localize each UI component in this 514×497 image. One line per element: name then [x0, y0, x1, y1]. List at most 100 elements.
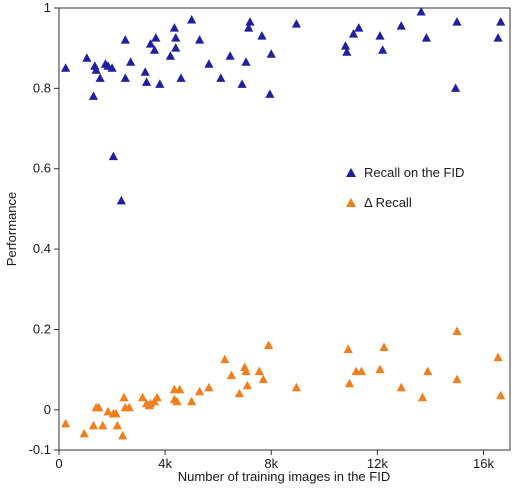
- delta-recall-point: [187, 396, 197, 406]
- recall-point: [342, 47, 352, 56]
- delta-recall-point: [124, 402, 134, 412]
- delta-recall-point: [226, 370, 237, 380]
- recall-point: [451, 83, 461, 92]
- recall-point: [340, 41, 351, 50]
- y-tick-label: 0.8: [33, 80, 51, 95]
- recall-point: [416, 7, 426, 16]
- delta-recall-point: [356, 366, 367, 376]
- delta-recall-point: [258, 374, 268, 384]
- recall-point: [120, 35, 130, 44]
- delta-recall-point: [344, 378, 355, 388]
- delta-recall-point: [423, 366, 433, 376]
- recall-point: [165, 51, 176, 60]
- delta-recall-point: [98, 420, 108, 430]
- y-tick-label: 0.2: [33, 321, 51, 336]
- delta-recall-point: [254, 366, 264, 376]
- recall-point: [169, 23, 180, 32]
- delta-recall-point: [111, 408, 121, 418]
- legend: Recall on the FID Δ Recall: [346, 165, 464, 210]
- recall-point: [244, 23, 254, 32]
- x-tick-label: 4k: [158, 456, 172, 471]
- recall-point: [493, 33, 503, 42]
- delta-recall-point: [379, 342, 389, 352]
- x-tick-label: 0: [55, 456, 62, 471]
- recall-point: [176, 73, 186, 82]
- y-tick-label: 0.4: [33, 241, 51, 256]
- delta-recall-point: [88, 420, 99, 430]
- delta-recall-point: [452, 326, 462, 335]
- delta-recall-point: [103, 406, 113, 416]
- recall-point: [95, 73, 105, 82]
- recall-point: [291, 19, 302, 28]
- recall-point: [237, 79, 247, 88]
- recall-point: [116, 195, 126, 205]
- x-tick-label: 16k: [473, 456, 494, 471]
- recall-point: [216, 73, 226, 82]
- recall-point: [225, 51, 235, 60]
- x-axis-title: Number of training images in the FID: [178, 469, 390, 484]
- recall-point: [91, 65, 101, 74]
- y-axis-title: Performance: [4, 192, 19, 266]
- delta-recall-point: [119, 392, 129, 402]
- recall-point: [265, 89, 275, 98]
- recall-point: [151, 33, 161, 42]
- recall-point: [108, 151, 118, 161]
- delta-recall-point: [94, 402, 104, 412]
- delta-recall-point: [343, 344, 353, 354]
- legend-label-recall: Recall on the FID: [364, 165, 464, 180]
- recall-point: [375, 31, 385, 40]
- delta-recall-point: [396, 382, 406, 392]
- delta-recall-point: [242, 380, 252, 390]
- y-tick-label: 1: [44, 0, 51, 15]
- delta-recall-point: [79, 428, 89, 438]
- plot-frame: [58, 7, 511, 451]
- delta-recall-point: [263, 340, 274, 350]
- recall-point: [245, 17, 255, 26]
- recall-point: [257, 31, 267, 40]
- recall-point: [496, 17, 506, 26]
- delta-recall-point: [234, 388, 244, 398]
- delta-recall-point: [496, 390, 506, 400]
- delta-recall-point: [195, 386, 205, 396]
- recall-point: [241, 57, 251, 66]
- recall-point: [120, 73, 130, 82]
- delta-recall-point: [291, 382, 302, 392]
- delta-recall-point: [152, 392, 162, 402]
- y-tick-label: 0.6: [33, 161, 51, 176]
- delta-recall-point: [204, 382, 214, 392]
- delta-recall-point: [175, 384, 185, 394]
- delta-recall-point: [112, 420, 122, 430]
- recall-point: [421, 33, 432, 42]
- recall-point: [82, 53, 92, 62]
- recall-point: [88, 91, 99, 100]
- recall-point: [140, 67, 150, 76]
- recall-point: [378, 45, 388, 54]
- recall-point: [266, 49, 276, 58]
- x-tick-label: 12k: [367, 456, 388, 471]
- recall-point: [145, 39, 156, 48]
- recall-point: [452, 17, 462, 26]
- recall-point: [171, 43, 181, 52]
- recall-point: [171, 33, 181, 42]
- recall-point: [155, 79, 165, 88]
- y-tick-label: 0: [44, 402, 51, 417]
- y-tick-label: -0.1: [29, 442, 51, 457]
- delta-recall-point: [137, 392, 148, 402]
- delta-recall-point: [118, 430, 128, 440]
- recall-point: [354, 23, 364, 32]
- recall-point: [187, 15, 197, 24]
- delta-recall-point: [220, 354, 230, 364]
- legend-marker-recall: [346, 168, 356, 177]
- recall-point: [195, 35, 205, 44]
- recall-point: [107, 63, 117, 72]
- recall-point: [396, 21, 406, 30]
- delta-recall-point: [452, 374, 462, 384]
- recall-point: [61, 63, 71, 72]
- recall-point: [126, 57, 136, 66]
- recall-point: [141, 77, 152, 86]
- recall-point: [149, 45, 160, 54]
- delta-recall-point: [417, 392, 428, 402]
- legend-label-delta-recall: Δ Recall: [364, 195, 412, 210]
- delta-recall-point: [375, 364, 385, 374]
